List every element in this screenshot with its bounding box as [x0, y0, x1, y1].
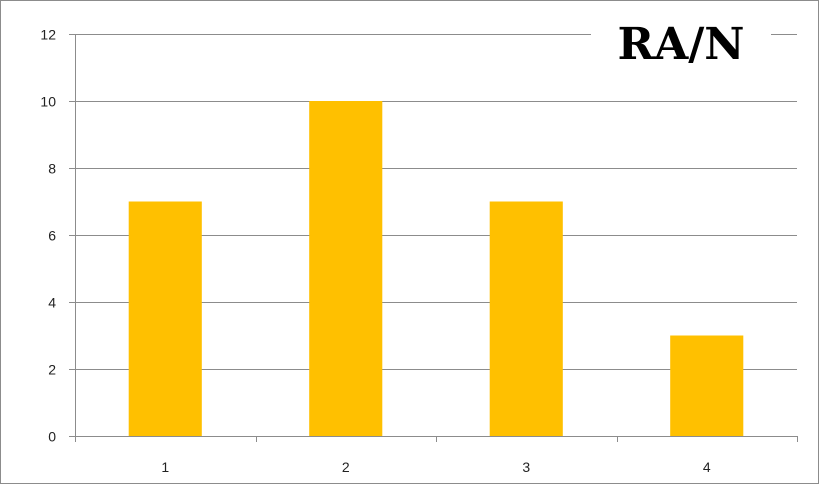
y-tick-label-2: 2: [48, 362, 56, 378]
chart-title: RA/N: [591, 7, 771, 83]
bar-3: [489, 201, 563, 436]
x-tick-label-1: 1: [161, 459, 169, 475]
x-tick-label-3: 3: [522, 459, 530, 475]
y-tick-label-0: 0: [48, 429, 56, 445]
y-tick-label-12: 12: [40, 27, 56, 43]
x-tick-label-2: 2: [342, 459, 350, 475]
y-tick-label-8: 8: [48, 161, 56, 177]
axes: [69, 34, 798, 442]
bar-1: [128, 201, 202, 436]
x-tick-label-4: 4: [703, 459, 711, 475]
bar-4: [670, 335, 744, 436]
bar-2: [309, 101, 383, 436]
y-tick-label-4: 4: [48, 295, 56, 311]
bars: [128, 101, 744, 436]
y-tick-label-10: 10: [40, 94, 56, 110]
y-tick-label-6: 6: [48, 228, 56, 244]
